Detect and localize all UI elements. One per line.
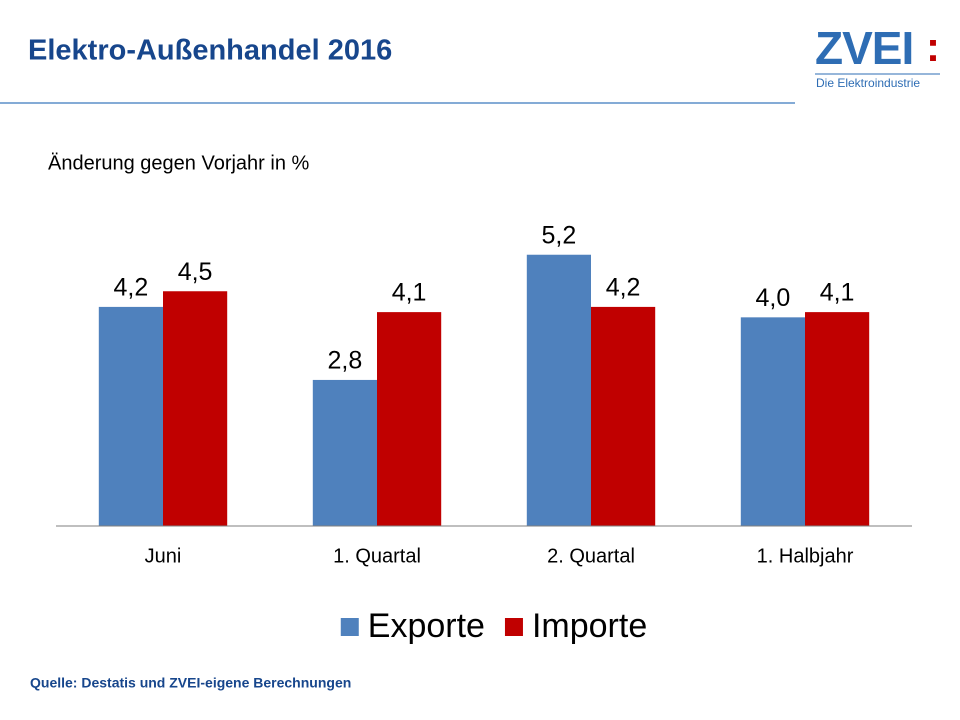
value-label: 4,1 xyxy=(820,279,855,307)
legend-swatch xyxy=(504,618,523,636)
value-label: 2,8 xyxy=(328,347,363,375)
bar xyxy=(526,254,591,526)
legend-label: Importe xyxy=(532,607,647,645)
legend-swatch xyxy=(340,618,359,636)
value-label: 4,2 xyxy=(114,274,149,302)
x-tick-label: 1. Quartal xyxy=(333,545,421,567)
bar xyxy=(312,379,377,526)
logo-colon: : xyxy=(926,23,940,70)
logo-tagline: Die Elektroindustrie xyxy=(816,76,920,90)
logo-name: ZVEI xyxy=(815,22,913,74)
source-note: Quelle: Destatis und ZVEI-eigene Berechn… xyxy=(30,675,351,691)
value-label: 4,1 xyxy=(392,279,427,307)
value-label: 4,2 xyxy=(606,274,641,302)
value-label: 5,2 xyxy=(542,221,577,249)
bar xyxy=(377,312,442,526)
x-tick-label: 1. Halbjahr xyxy=(757,545,854,567)
value-label: 4,5 xyxy=(178,258,213,286)
x-tick-label: 2. Quartal xyxy=(547,545,635,567)
x-tick-label: Juni xyxy=(145,545,182,567)
legend-label: Exporte xyxy=(368,607,485,645)
bar xyxy=(805,312,870,526)
bar xyxy=(98,306,163,526)
value-label: 4,0 xyxy=(756,284,791,312)
bar xyxy=(163,291,228,526)
bar xyxy=(591,306,656,526)
legend: Exporte Importe xyxy=(340,607,647,645)
bar xyxy=(740,317,805,526)
chart-subtitle: Änderung gegen Vorjahr in % xyxy=(48,152,310,174)
slide-title: Elektro-Außenhandel 2016 xyxy=(28,35,392,67)
